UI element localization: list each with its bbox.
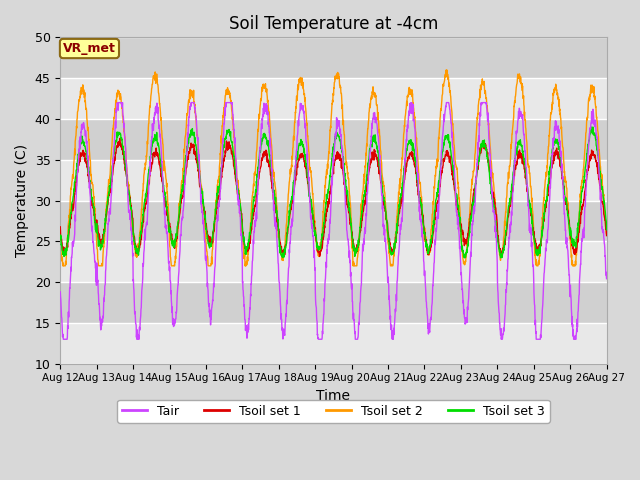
Bar bbox=[60, 119, 607, 160]
Bar bbox=[60, 37, 607, 78]
Bar bbox=[60, 160, 607, 201]
Legend: Tair, Tsoil set 1, Tsoil set 2, Tsoil set 3: Tair, Tsoil set 1, Tsoil set 2, Tsoil se… bbox=[117, 400, 550, 423]
Text: VR_met: VR_met bbox=[63, 42, 116, 55]
Title: Soil Temperature at -4cm: Soil Temperature at -4cm bbox=[228, 15, 438, 33]
Bar bbox=[60, 282, 607, 323]
X-axis label: Time: Time bbox=[316, 389, 351, 403]
Bar bbox=[60, 241, 607, 282]
Bar bbox=[60, 78, 607, 119]
Y-axis label: Temperature (C): Temperature (C) bbox=[15, 144, 29, 257]
Bar bbox=[60, 201, 607, 241]
Bar bbox=[60, 323, 607, 364]
